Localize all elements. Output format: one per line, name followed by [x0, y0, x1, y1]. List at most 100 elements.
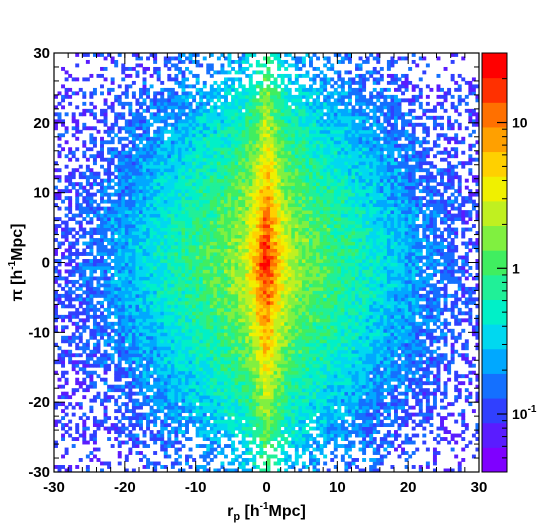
heatmap-cell: [344, 321, 349, 326]
heatmap-cell: [195, 405, 200, 410]
heatmap-cell: [294, 451, 299, 455]
heatmap-cell: [185, 276, 189, 281]
heatmap-cell: [142, 332, 147, 337]
heatmap-cell: [383, 342, 388, 347]
heatmap-cell: [107, 363, 112, 368]
heatmap-cell: [280, 451, 285, 455]
heatmap-cell: [252, 276, 257, 281]
heatmap-cell: [54, 311, 58, 316]
heatmap-cell: [216, 283, 221, 288]
heatmap-cell: [103, 283, 108, 288]
heatmap-cell: [305, 412, 310, 417]
heatmap-cell: [124, 286, 129, 291]
heatmap-cell: [383, 360, 388, 365]
heatmap-cell: [238, 409, 243, 414]
heatmap-cell: [351, 349, 356, 354]
heatmap-cell: [287, 412, 292, 417]
heatmap-cell: [89, 374, 94, 379]
heatmap-cell: [167, 346, 172, 351]
heatmap-cell: [475, 286, 480, 291]
heatmap-cell: [135, 339, 140, 344]
heatmap-cell: [167, 384, 172, 389]
heatmap-cell: [323, 381, 328, 386]
heatmap-cell: [241, 367, 246, 372]
heatmap-cell: [139, 339, 143, 344]
heatmap-cell: [376, 283, 381, 288]
heatmap-cell: [270, 342, 274, 347]
heatmap-cell: [131, 276, 136, 281]
heatmap-cell: [287, 444, 292, 448]
heatmap-cell: [323, 388, 328, 393]
heatmap-cell: [117, 304, 122, 309]
heatmap-cell: [316, 360, 321, 365]
heatmap-cell: [202, 391, 207, 396]
heatmap-cell: [358, 349, 363, 354]
heatmap-cell: [192, 332, 197, 337]
heatmap-cell: [312, 293, 317, 298]
heatmap-cell: [365, 332, 370, 337]
heatmap-cell: [298, 342, 303, 347]
heatmap-cell: [471, 325, 476, 330]
heatmap-cell: [277, 349, 282, 354]
heatmap-cell: [347, 353, 352, 358]
heatmap-cell: [153, 384, 158, 389]
heatmap-cell: [174, 339, 179, 344]
heatmap-cell: [156, 286, 161, 291]
heatmap-cell: [379, 419, 384, 424]
heatmap-cell: [92, 381, 97, 386]
heatmap-cell: [259, 286, 264, 291]
heatmap-cell: [270, 279, 274, 284]
heatmap-cell: [213, 433, 218, 438]
heatmap-cell: [447, 276, 452, 281]
heatmap-cell: [280, 332, 285, 337]
heatmap-cell: [199, 304, 204, 309]
heatmap-cell: [153, 283, 158, 288]
heatmap-cell: [245, 444, 250, 448]
heatmap-cell: [82, 381, 87, 386]
heatmap-cell: [394, 276, 398, 281]
heatmap-cell: [362, 286, 367, 291]
heatmap-cell: [202, 356, 207, 361]
heatmap-cell: [394, 433, 398, 438]
heatmap-cell: [177, 286, 182, 291]
heatmap-cell: [436, 353, 441, 358]
heatmap-cell: [333, 297, 338, 302]
heatmap-cell: [404, 314, 409, 319]
heatmap-cell: [270, 426, 274, 431]
heatmap-cell: [475, 430, 480, 434]
heatmap-cell: [195, 374, 200, 379]
heatmap-cell: [231, 300, 236, 305]
heatmap-cell: [454, 370, 459, 375]
heatmap-cell: [429, 412, 434, 417]
heatmap-cell: [117, 318, 122, 323]
heatmap-cell: [330, 402, 335, 407]
heatmap-cell: [103, 279, 108, 284]
heatmap-cell: [114, 283, 119, 288]
heatmap-cell: [262, 356, 267, 361]
heatmap-cell: [418, 388, 423, 393]
heatmap-cell: [92, 430, 97, 434]
heatmap-cell: [216, 290, 221, 295]
heatmap-cell: [185, 321, 189, 326]
heatmap-cell: [234, 353, 239, 358]
heatmap-cell: [301, 391, 306, 396]
heatmap-cell: [85, 426, 90, 431]
heatmap-cell: [252, 300, 257, 305]
heatmap-cell: [216, 391, 221, 396]
heatmap-cell: [351, 423, 356, 428]
heatmap-cell: [103, 293, 108, 298]
heatmap-cell: [241, 437, 246, 441]
heatmap-cell: [326, 318, 331, 323]
heatmap-cell: [216, 426, 221, 431]
heatmap-cell: [124, 458, 129, 462]
heatmap-cell: [362, 342, 367, 347]
heatmap-cell: [103, 426, 108, 431]
heatmap-cell: [259, 374, 264, 379]
heatmap-cell: [255, 353, 260, 358]
heatmap-cell: [85, 290, 90, 295]
heatmap-cell: [461, 346, 466, 351]
heatmap-cell: [323, 356, 328, 361]
heatmap-cell: [418, 286, 423, 291]
heatmap-cell: [206, 328, 211, 333]
heatmap-cell: [117, 290, 122, 295]
